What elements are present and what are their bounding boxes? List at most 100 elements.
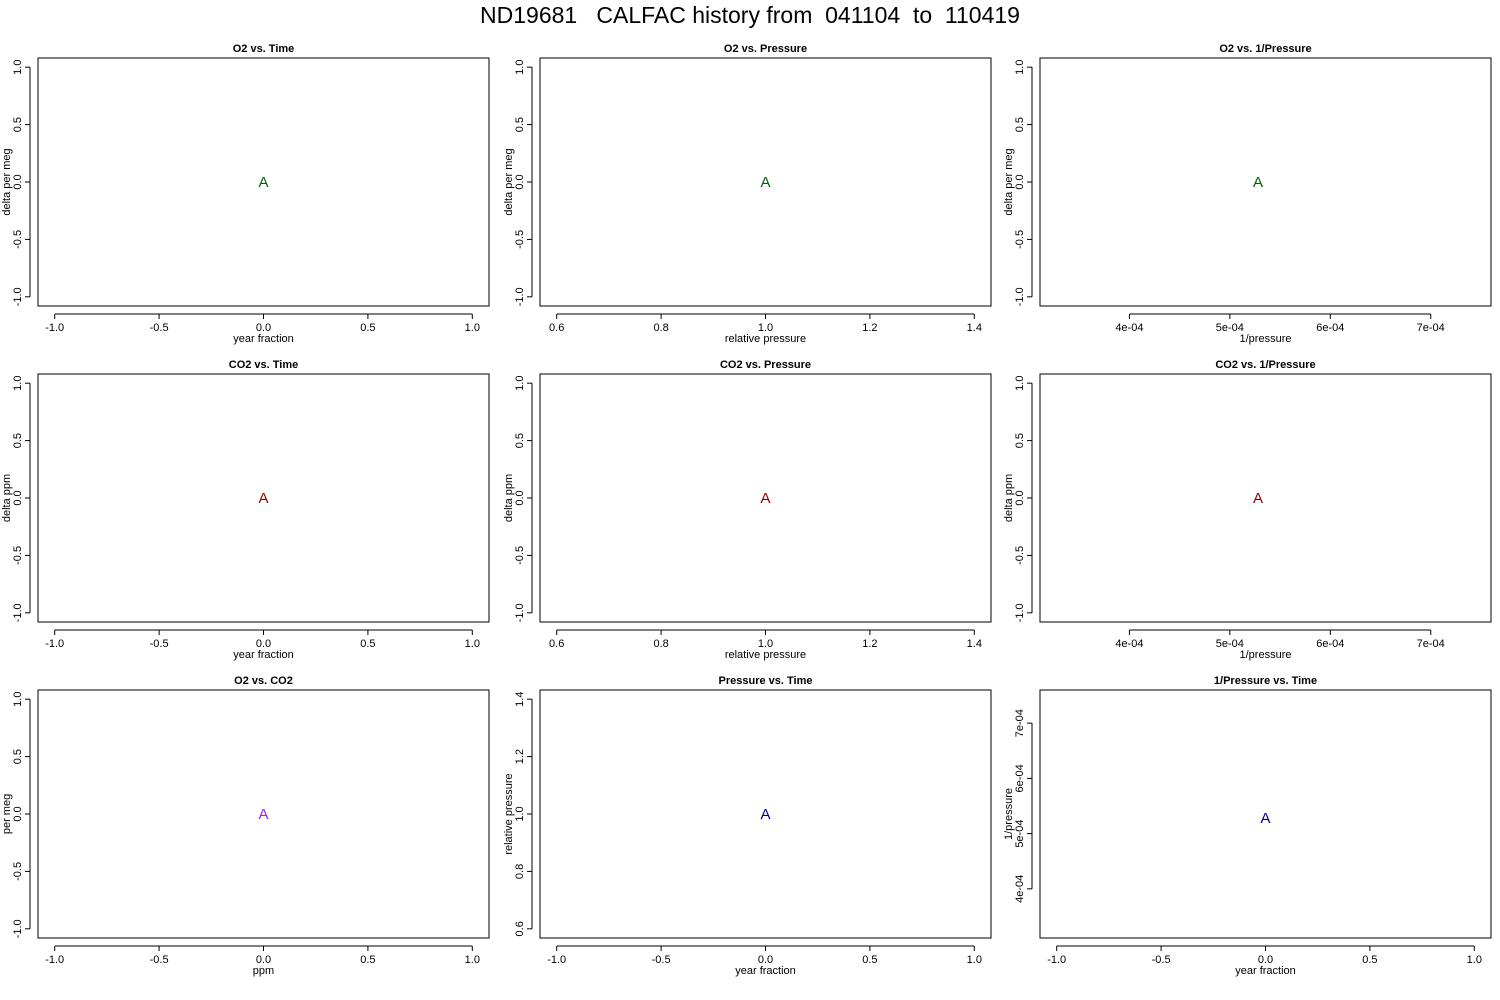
y-tick-label: 1.0 <box>514 806 526 821</box>
x-tick-label: 0.0 <box>758 954 773 966</box>
x-tick-label: 0.5 <box>360 638 375 650</box>
x-axis-label: relative pressure <box>725 649 806 661</box>
data-point: A <box>258 806 268 823</box>
y-tick-label: -0.5 <box>1014 230 1026 249</box>
y-tick-label: 0.5 <box>1014 433 1026 448</box>
plot-frame <box>37 373 490 623</box>
y-tick-label: -1.0 <box>1014 287 1026 306</box>
x-tick-label: 5e-04 <box>1216 638 1244 650</box>
x-tick-label: -0.5 <box>150 954 169 966</box>
x-tick-label: 1.4 <box>967 322 982 334</box>
x-tick-label: 6e-04 <box>1316 638 1344 650</box>
x-tick-label: 0.8 <box>653 322 668 334</box>
y-axis-label: 1/pressure <box>1003 788 1015 840</box>
x-axis-label: ppm <box>253 965 274 977</box>
y-tick-label: 0.0 <box>12 806 24 821</box>
y-tick-label: -0.5 <box>514 230 526 249</box>
x-tick-label: 0.8 <box>653 638 668 650</box>
x-tick-label: 1.0 <box>758 322 773 334</box>
y-tick-label: -1.0 <box>12 603 24 622</box>
x-tick-label: 1.0 <box>465 322 480 334</box>
x-tick-label: 1.0 <box>465 954 480 966</box>
x-tick-label: 1.2 <box>862 322 877 334</box>
y-tick-label: 1.0 <box>12 376 24 391</box>
y-tick-label: 1.0 <box>1014 376 1026 391</box>
panel-title: O2 vs. Pressure <box>724 43 807 55</box>
panel-title: CO2 vs. 1/Pressure <box>1215 359 1315 371</box>
y-tick-label: -1.0 <box>12 287 24 306</box>
data-point: A <box>1253 174 1263 191</box>
data-point: A <box>1253 490 1263 507</box>
data-point: A <box>760 490 770 507</box>
data-point: A <box>760 806 770 823</box>
y-tick-label: 0.0 <box>1014 174 1026 189</box>
y-tick-label: 4e-04 <box>1014 875 1026 903</box>
x-tick-label: 7e-04 <box>1417 322 1445 334</box>
y-tick-label: -0.5 <box>12 546 24 565</box>
y-tick-label: 1.0 <box>514 376 526 391</box>
y-axis-label: per meg <box>1 794 13 834</box>
data-point: A <box>1260 810 1270 827</box>
x-tick-label: 0.5 <box>862 954 877 966</box>
x-tick-label: 0.5 <box>360 954 375 966</box>
y-tick-label: 0.0 <box>12 490 24 505</box>
x-tick-label: -1.0 <box>1047 954 1066 966</box>
x-tick-label: 0.5 <box>1362 954 1377 966</box>
page-title: ND19681 CALFAC history from 041104 to 11… <box>480 2 1020 28</box>
x-tick-label: 0.6 <box>549 638 564 650</box>
plot-frame <box>1039 57 1492 307</box>
panel-7: O2 vs. CO2 -1.0 -0.5 0.0 0.5 1.0 ppm -1.0 -0.5 0.… <box>1 675 490 977</box>
panel-title: 1/Pressure vs. Time <box>1214 675 1317 687</box>
y-tick-label: 0.5 <box>12 749 24 764</box>
x-tick-label: -1.0 <box>45 954 64 966</box>
plot-frame <box>539 689 992 939</box>
y-tick-label: 0.5 <box>1014 117 1026 132</box>
panel-9: 1/Pressure vs. Time -1.0 -0.5 0.0 0.5 1.0 year… <box>1003 675 1492 977</box>
y-tick-label: 0.8 <box>514 864 526 879</box>
x-tick-label: -0.5 <box>1152 954 1171 966</box>
x-tick-label: 4e-04 <box>1115 638 1143 650</box>
x-tick-label: 0.6 <box>549 322 564 334</box>
y-tick-label: 6e-04 <box>1014 764 1026 792</box>
y-tick-label: -1.0 <box>514 287 526 306</box>
panel-5: CO2 vs. Pressure 0.6 0.8 1.0 1.2 1.4 relative … <box>503 359 992 661</box>
plot-frame <box>1039 689 1492 939</box>
y-axis-label: delta ppm <box>503 474 515 522</box>
y-axis-label: delta per meg <box>503 148 515 215</box>
y-tick-label: 0.5 <box>12 117 24 132</box>
plot-frame <box>539 57 992 307</box>
x-tick-label: 0.0 <box>256 954 271 966</box>
panel-title: CO2 vs. Time <box>229 359 299 371</box>
y-tick-label: 0.0 <box>514 174 526 189</box>
panel-title: O2 vs. Time <box>233 43 295 55</box>
y-tick-label: 0.0 <box>1014 490 1026 505</box>
x-tick-label: -1.0 <box>547 954 566 966</box>
x-tick-label: -0.5 <box>150 638 169 650</box>
data-point: A <box>760 174 770 191</box>
y-axis-label: relative pressure <box>503 773 515 854</box>
y-axis-label: delta per meg <box>1 148 13 215</box>
plot-frame <box>1039 373 1492 623</box>
y-tick-label: -0.5 <box>1014 546 1026 565</box>
y-tick-label: -1.0 <box>12 919 24 938</box>
x-axis-label: 1/pressure <box>1240 649 1292 661</box>
y-tick-label: 1.4 <box>514 692 526 707</box>
data-point: A <box>258 490 268 507</box>
y-tick-label: 0.0 <box>514 490 526 505</box>
x-tick-label: 0.5 <box>360 322 375 334</box>
x-axis-label: year fraction <box>735 965 796 977</box>
y-tick-label: 5e-04 <box>1014 820 1026 848</box>
x-tick-label: 1.0 <box>465 638 480 650</box>
x-tick-label: 1.2 <box>862 638 877 650</box>
x-tick-label: 1.0 <box>758 638 773 650</box>
x-axis-label: year fraction <box>233 333 294 345</box>
y-tick-label: -1.0 <box>514 603 526 622</box>
y-axis-label: delta ppm <box>1 474 13 522</box>
y-axis-label: delta per meg <box>1003 148 1015 215</box>
x-tick-label: -1.0 <box>45 322 64 334</box>
plot-frame <box>539 373 992 623</box>
y-tick-label: 0.5 <box>514 117 526 132</box>
panel-3: O2 vs. 1/Pressure 4e-04 5e-04 6e-04 7e-04 1/p… <box>1003 43 1492 345</box>
y-tick-label: 1.0 <box>12 60 24 75</box>
